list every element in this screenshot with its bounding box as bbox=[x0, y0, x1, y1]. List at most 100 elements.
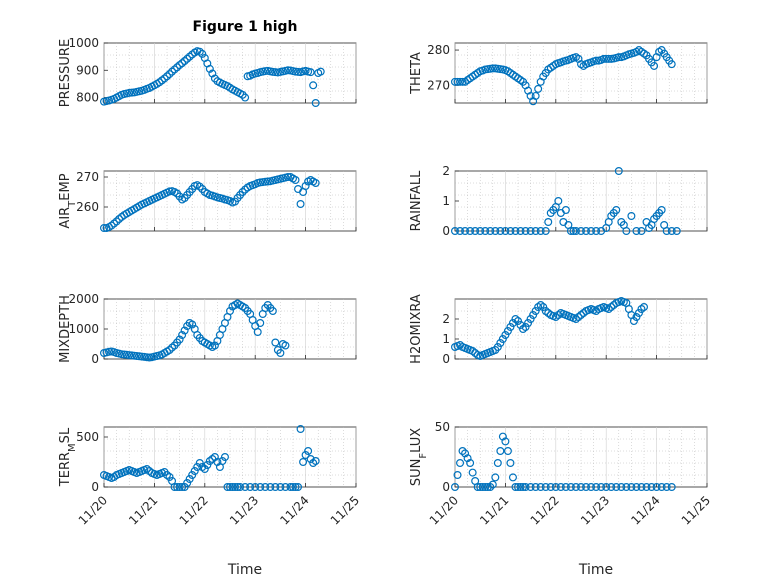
data-point bbox=[195, 459, 204, 468]
data-point bbox=[175, 483, 184, 492]
series-points bbox=[451, 432, 676, 492]
data-point bbox=[185, 52, 194, 61]
y-tick-label: 50 bbox=[435, 420, 450, 434]
data-point bbox=[511, 483, 520, 492]
data-point bbox=[291, 67, 300, 76]
data-point bbox=[582, 483, 591, 492]
data-point bbox=[614, 167, 623, 176]
data-point bbox=[493, 343, 502, 352]
data-point bbox=[190, 467, 199, 476]
y-axis-label: RAINFALL bbox=[409, 170, 424, 231]
data-point bbox=[110, 219, 119, 228]
series-points bbox=[99, 425, 320, 492]
data-point bbox=[195, 182, 204, 191]
data-point bbox=[453, 77, 462, 86]
data-point bbox=[238, 188, 247, 197]
data-point bbox=[501, 227, 510, 236]
data-point bbox=[256, 319, 265, 328]
data-point bbox=[551, 483, 560, 492]
data-point bbox=[180, 483, 189, 492]
x-axis-label: Time bbox=[227, 562, 262, 578]
subplot-rainfall: 0 1 2 RAINFALL bbox=[409, 164, 708, 238]
data-point bbox=[483, 483, 492, 492]
data-point bbox=[281, 483, 290, 492]
data-point bbox=[311, 457, 320, 466]
data-point bbox=[592, 227, 601, 236]
data-point bbox=[246, 483, 255, 492]
data-point bbox=[541, 307, 550, 316]
data-point bbox=[534, 84, 543, 93]
data-point bbox=[662, 227, 671, 236]
y-axis-label: THETA bbox=[409, 52, 424, 95]
y-tick-label: 0 bbox=[442, 352, 450, 366]
data-point bbox=[268, 67, 277, 76]
data-point bbox=[185, 475, 194, 484]
data-point bbox=[236, 483, 245, 492]
data-point bbox=[283, 173, 292, 182]
data-point bbox=[561, 206, 570, 215]
data-point bbox=[178, 59, 187, 68]
data-point bbox=[276, 483, 285, 492]
data-point bbox=[516, 483, 525, 492]
data-point bbox=[299, 458, 308, 467]
x-tick-label: 11/22 bbox=[177, 493, 211, 527]
data-point bbox=[183, 479, 192, 488]
data-point bbox=[178, 331, 187, 340]
data-point bbox=[218, 457, 227, 466]
subplot-h2omixra: 0 1 2 H2OMIXRA bbox=[409, 294, 708, 366]
data-point bbox=[599, 54, 608, 63]
data-point bbox=[488, 480, 497, 489]
data-point bbox=[526, 483, 535, 492]
data-point bbox=[672, 227, 681, 236]
data-point bbox=[607, 483, 616, 492]
data-point bbox=[627, 212, 636, 221]
data-point bbox=[471, 227, 480, 236]
data-point bbox=[556, 483, 565, 492]
data-point bbox=[554, 197, 563, 206]
data-point bbox=[576, 483, 585, 492]
data-point bbox=[195, 47, 204, 56]
data-point bbox=[657, 483, 666, 492]
data-point bbox=[301, 451, 310, 460]
y-tick-label: 1 bbox=[442, 194, 450, 208]
data-point bbox=[463, 454, 472, 463]
data-point bbox=[168, 67, 177, 76]
data-point bbox=[468, 347, 477, 356]
data-point bbox=[170, 483, 179, 492]
y-axis-label: PRESSURE bbox=[58, 39, 73, 107]
y-tick-label: 260 bbox=[76, 200, 99, 214]
data-point bbox=[634, 309, 643, 318]
data-point bbox=[496, 447, 505, 456]
data-point bbox=[173, 483, 182, 492]
data-point bbox=[531, 483, 540, 492]
data-point bbox=[536, 483, 545, 492]
data-point bbox=[294, 483, 303, 492]
data-point bbox=[546, 483, 555, 492]
data-point bbox=[306, 455, 315, 464]
x-tick-label: 11/20 bbox=[427, 493, 461, 527]
data-point bbox=[241, 483, 250, 492]
data-point bbox=[629, 317, 638, 326]
x-tick-label: 11/20 bbox=[76, 493, 110, 527]
data-point bbox=[458, 447, 467, 456]
data-point bbox=[632, 483, 641, 492]
data-point bbox=[210, 341, 219, 350]
data-point bbox=[587, 483, 596, 492]
data-point bbox=[261, 483, 270, 492]
data-point bbox=[473, 483, 482, 492]
data-point bbox=[602, 483, 611, 492]
data-point bbox=[266, 483, 275, 492]
y-tick-label: 2 bbox=[442, 312, 450, 326]
data-point bbox=[642, 483, 651, 492]
data-point bbox=[592, 483, 601, 492]
data-point bbox=[506, 227, 515, 236]
data-point bbox=[506, 323, 515, 332]
data-point bbox=[481, 227, 490, 236]
data-point bbox=[536, 301, 545, 310]
data-point bbox=[516, 321, 525, 330]
data-point bbox=[604, 54, 613, 63]
data-point bbox=[311, 179, 320, 188]
series-points bbox=[451, 297, 648, 361]
data-point bbox=[220, 453, 229, 462]
